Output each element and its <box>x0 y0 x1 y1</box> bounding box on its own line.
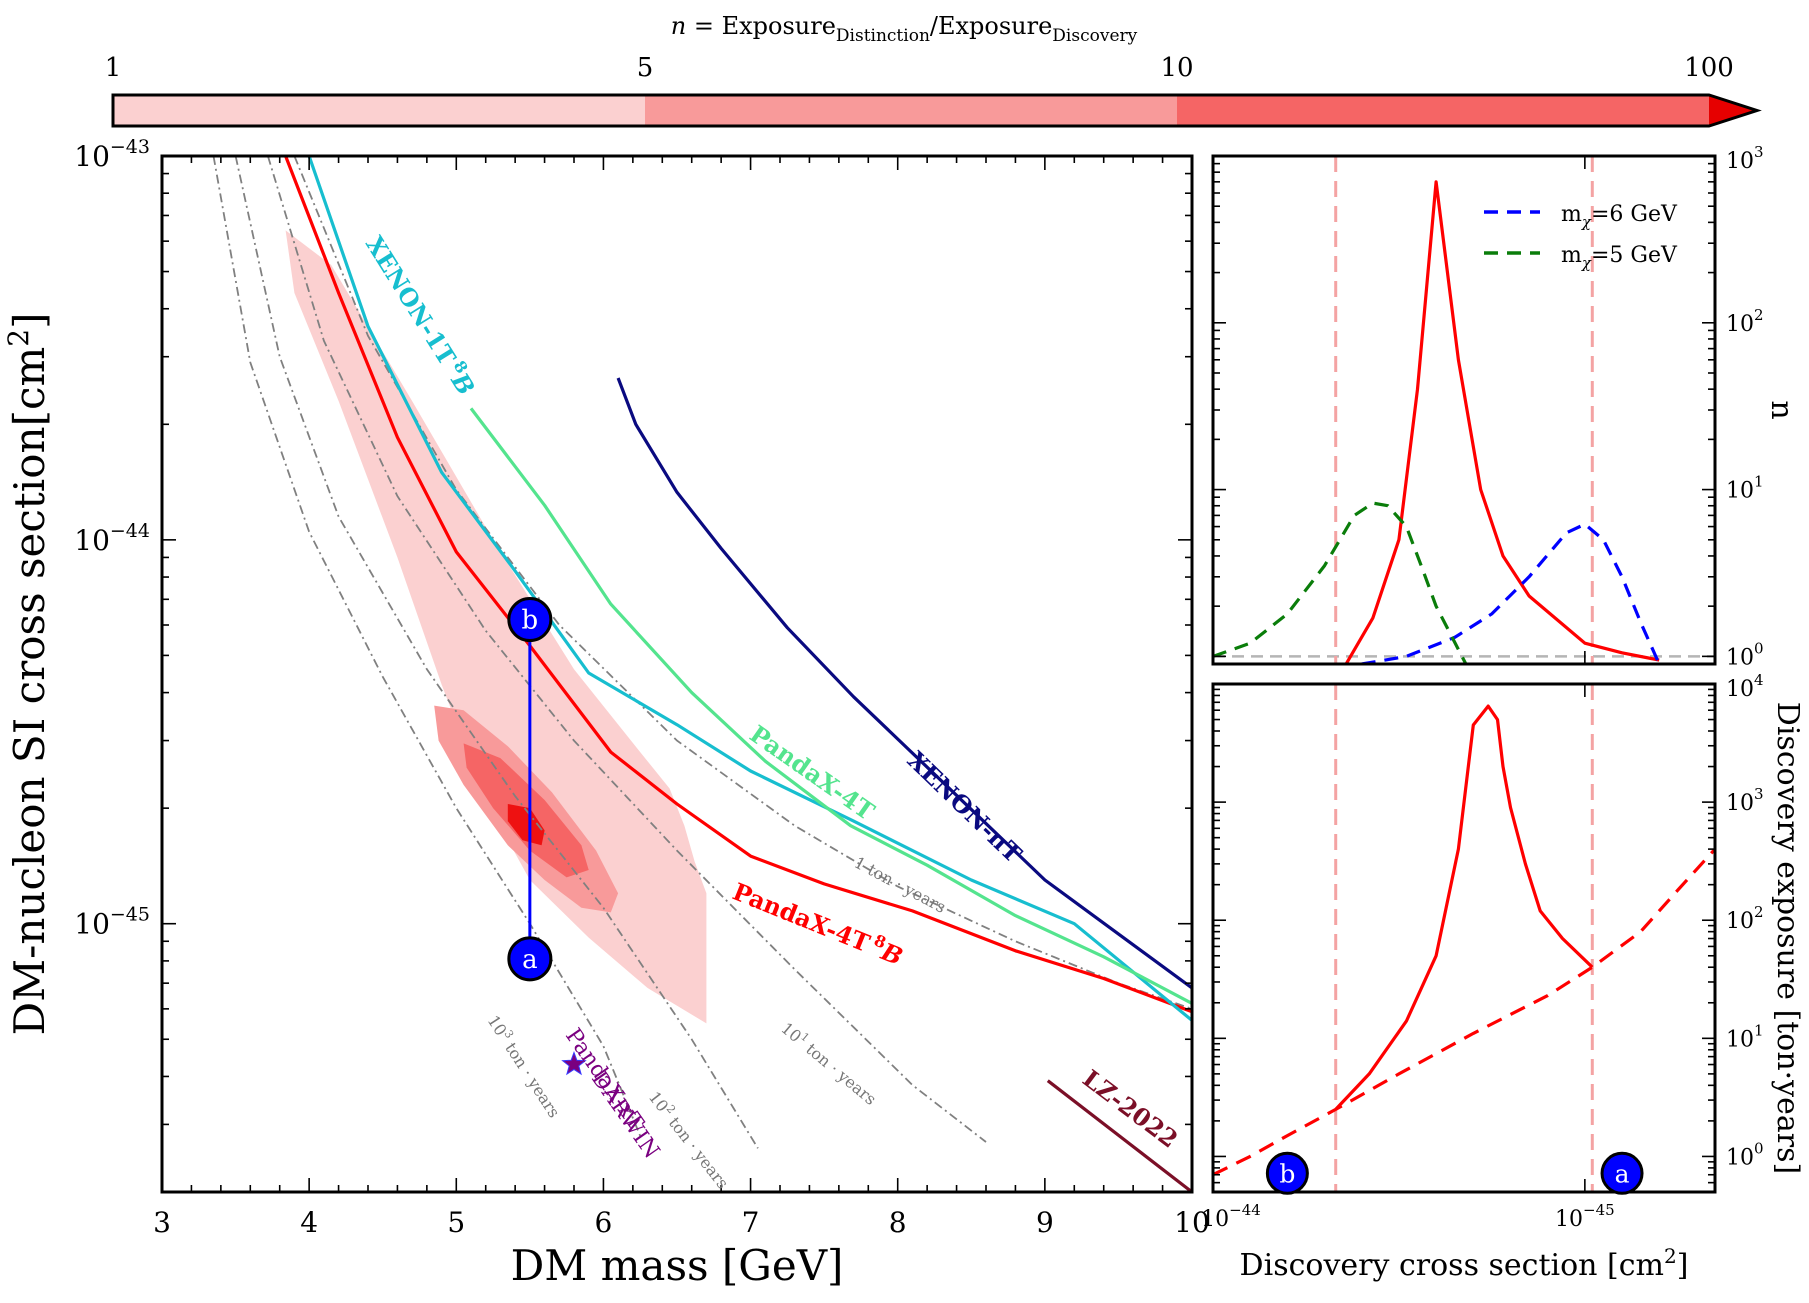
benchmark-b: b <box>507 597 553 643</box>
x-tick-label: 10 <box>1174 1206 1210 1239</box>
y-tick-label: 10−43 <box>74 136 150 173</box>
bottom-line-distinction <box>1334 704 1594 1111</box>
top-y-tick-label: 100 <box>1726 639 1764 670</box>
x-tick-label: 3 <box>153 1206 171 1239</box>
bottom-y-tick-label: 104 <box>1726 671 1764 702</box>
top-right-panel: 100 101 102 103 mχ=6 GeV mχ=5 GeV n <box>1211 143 1799 670</box>
region-n-100-1000 <box>507 804 545 846</box>
top-y-tick-label: 102 <box>1726 306 1764 337</box>
bottom-y-axis-title: Discovery exposure [ton·years] <box>1770 702 1805 1174</box>
colorbar-tick-1: 1 <box>105 53 122 83</box>
top-line-red <box>1344 180 1660 664</box>
top-y-axis-title: n <box>1764 400 1799 419</box>
bottom-y-tick-label: 102 <box>1726 903 1764 934</box>
benchmark-label: b <box>522 606 539 636</box>
exposure-contour-2 <box>267 156 987 1143</box>
label-lz-2022: LZ-2022 <box>1077 1064 1183 1154</box>
bottom-right-panel: 100 101 102 103 104 10−44 10−45 a b Discovery c… <box>1201 671 1805 1283</box>
x-tick-label: 7 <box>742 1206 760 1239</box>
benchmark-marker <box>1600 1151 1644 1195</box>
exposure-contour-1 <box>234 156 759 1149</box>
line-pandax-4t-8b <box>284 156 1192 1014</box>
top-legend: mχ=6 GeV mχ=5 GeV <box>1484 202 1678 272</box>
x-tick-label: 4 <box>300 1206 318 1239</box>
bottom-y-tick-label: 101 <box>1726 1021 1764 1052</box>
colorbar: n = ExposureDistinction/ExposureDiscover… <box>105 12 1762 128</box>
darwin-star-marker <box>561 1050 587 1076</box>
exposure-contour-3 <box>293 156 1192 1010</box>
x-tick-label: 8 <box>889 1206 907 1239</box>
benchmark-a: a <box>507 936 553 982</box>
label-pandax-4t-8b: PandaX-4T8B <box>729 875 908 971</box>
top-line-m-chi-6-gev <box>1361 522 1661 664</box>
region-n-1-5 <box>285 230 707 1024</box>
colorbar-tick-5: 5 <box>637 53 654 83</box>
label-pandax-xt: PandaX-xT <box>560 1024 648 1135</box>
bottom-benchmark-a: a <box>1600 1151 1644 1195</box>
benchmark-marker <box>507 936 553 982</box>
colorbar-label: n = ExposureDistinction/ExposureDiscover… <box>671 12 1138 46</box>
main-x-axis-title: DM mass [GeV] <box>511 1241 844 1290</box>
y-tick-label: 10−45 <box>74 904 150 941</box>
bottom-line-discovery <box>1213 848 1715 1177</box>
x-tick-label: 9 <box>1036 1206 1054 1239</box>
benchmark-marker <box>507 597 553 643</box>
bottom-plot-frame <box>1211 682 1717 1194</box>
bottom-benchmark-b: b <box>1265 1151 1309 1195</box>
bottom-y-tick-label: 100 <box>1726 1139 1764 1170</box>
line-xenon-1t-8b <box>307 156 1192 1022</box>
top-line-m-chi-5-gev <box>1213 501 1468 664</box>
x-tick-label: 5 <box>447 1206 465 1239</box>
bottom-x-axis-title: Discovery cross section [cm2] <box>1240 1244 1689 1283</box>
colorbar-tick-100: 100 <box>1684 53 1734 83</box>
bottom-x-tick-label: 10−44 <box>1201 1201 1261 1232</box>
label-pandax-4t: PandaX-4T <box>745 719 881 826</box>
top-y-tick-label: 103 <box>1726 143 1764 174</box>
x-tick-label: 6 <box>595 1206 613 1239</box>
main-y-axis-title: DM-nucleon SI cross section[cm2] <box>2 312 54 1035</box>
contour-label-1e3: 103 ton · years <box>484 1011 566 1121</box>
contour-label-1e1: 101 ton · years <box>777 1017 881 1109</box>
benchmark-marker <box>1265 1151 1309 1195</box>
bottom-y-tick-label: 103 <box>1726 785 1764 816</box>
legend-mchi-5: mχ=5 GeV <box>1561 243 1678 272</box>
colorbar-band-10-100 <box>1177 95 1709 126</box>
benchmark-label: b <box>1279 1159 1295 1188</box>
colorbar-band-1-5 <box>113 95 645 126</box>
benchmark-label: a <box>1615 1159 1630 1188</box>
colorbar-tick-10: 10 <box>1160 53 1193 83</box>
top-plot-frame <box>1211 154 1717 666</box>
line-xenon-nt <box>616 377 1192 990</box>
y-tick-label: 10−44 <box>74 520 150 557</box>
bottom-x-tick-label: 10−45 <box>1555 1201 1615 1232</box>
exposure-contour-0 <box>212 156 642 1137</box>
colorbar-extend-arrow <box>1709 95 1757 126</box>
label-xenon-nt: XENON-nT <box>902 745 1028 868</box>
main-plot-frame <box>160 154 1194 1194</box>
benchmark-label: a <box>522 945 538 975</box>
line-lz-2022 <box>1046 1079 1192 1192</box>
top-y-tick-label: 101 <box>1726 473 1764 504</box>
line-pandax-4t <box>469 407 1192 1005</box>
legend-mchi-6: mχ=6 GeV <box>1561 202 1678 231</box>
colorbar-band-5-10 <box>645 95 1177 126</box>
